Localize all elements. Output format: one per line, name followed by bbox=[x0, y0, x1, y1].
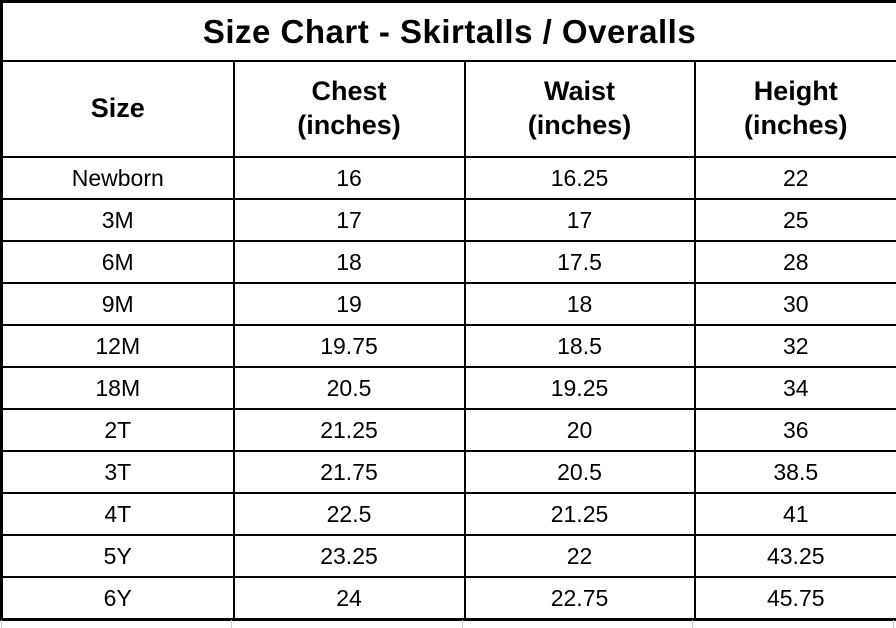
column-header-height: Height (inches) bbox=[693, 60, 896, 158]
column-header-waist: Waist (inches) bbox=[463, 60, 696, 158]
table-row-3m: 3M 17 17 25 bbox=[0, 198, 896, 242]
column-header-size-label: Size bbox=[90, 93, 145, 124]
cell-size: 3T bbox=[0, 450, 235, 494]
cell-chest: 24 bbox=[232, 576, 466, 621]
table-row-12m: 12M 19.75 18.5 32 bbox=[0, 324, 896, 368]
cell-height: 38.5 bbox=[693, 450, 896, 494]
cell-size: 3M bbox=[0, 198, 235, 242]
table-row-9m: 9M 19 18 30 bbox=[0, 282, 896, 326]
gridline-stub bbox=[893, 620, 894, 628]
cell-waist: 22.75 bbox=[463, 576, 696, 621]
table-row-5y: 5Y 23.25 22 43.25 bbox=[0, 534, 896, 578]
cell-waist: 18.5 bbox=[463, 324, 696, 368]
cell-chest: 17 bbox=[232, 198, 466, 242]
cell-size: 6Y bbox=[0, 576, 235, 621]
cell-height: 25 bbox=[693, 198, 896, 242]
column-header-chest: Chest (inches) bbox=[232, 60, 466, 158]
cell-height: 30 bbox=[693, 282, 896, 326]
column-header-chest-units: (inches) bbox=[297, 110, 401, 140]
cell-size: 4T bbox=[0, 492, 235, 536]
cell-chest: 18 bbox=[232, 240, 466, 284]
cell-waist: 16.25 bbox=[463, 156, 696, 200]
table-row-4t: 4T 22.5 21.25 41 bbox=[0, 492, 896, 536]
cell-waist: 20.5 bbox=[463, 450, 696, 494]
gridline-stub bbox=[231, 620, 232, 628]
cell-size: 5Y bbox=[0, 534, 235, 578]
cell-waist: 19.25 bbox=[463, 366, 696, 410]
cell-chest: 21.25 bbox=[232, 408, 466, 452]
table-row-2t: 2T 21.25 20 36 bbox=[0, 408, 896, 452]
cell-chest: 21.75 bbox=[232, 450, 466, 494]
cell-chest: 22.5 bbox=[232, 492, 466, 536]
cell-height: 32 bbox=[693, 324, 896, 368]
cell-waist: 21.25 bbox=[463, 492, 696, 536]
cell-chest: 19.75 bbox=[232, 324, 466, 368]
cell-height: 41 bbox=[693, 492, 896, 536]
cell-waist: 17 bbox=[463, 198, 696, 242]
cell-size: Newborn bbox=[0, 156, 235, 200]
cell-chest: 20.5 bbox=[232, 366, 466, 410]
cell-waist: 20 bbox=[463, 408, 696, 452]
cell-waist: 17.5 bbox=[463, 240, 696, 284]
cell-height: 28 bbox=[693, 240, 896, 284]
gridline-stubs bbox=[0, 620, 896, 628]
column-header-height-units: (inches) bbox=[743, 110, 848, 140]
cell-height: 43.25 bbox=[693, 534, 896, 578]
cell-size: 6M bbox=[0, 240, 235, 284]
column-header-chest-label: Chest bbox=[311, 76, 387, 107]
table-header-row: Size Chest (inches) Waist (inches) Heigh… bbox=[0, 60, 896, 158]
cell-size: 9M bbox=[0, 282, 235, 326]
cell-chest: 19 bbox=[232, 282, 466, 326]
cell-height: 45.75 bbox=[693, 576, 896, 621]
gridline-stub bbox=[692, 620, 693, 628]
column-header-waist-label: Waist bbox=[543, 76, 615, 107]
gridline-stub bbox=[1, 620, 2, 628]
table-title-row: Size Chart - Skirtalls / Overalls bbox=[0, 0, 896, 62]
table-title: Size Chart - Skirtalls / Overalls bbox=[0, 0, 896, 62]
table-row-6m: 6M 18 17.5 28 bbox=[0, 240, 896, 284]
column-header-size: Size bbox=[0, 60, 235, 158]
column-header-height-label: Height bbox=[753, 76, 838, 107]
table-row-3t: 3T 21.75 20.5 38.5 bbox=[0, 450, 896, 494]
gridline-stub bbox=[462, 620, 463, 628]
cell-chest: 16 bbox=[232, 156, 466, 200]
cell-size: 18M bbox=[0, 366, 235, 410]
cell-size: 12M bbox=[0, 324, 235, 368]
cell-chest: 23.25 bbox=[232, 534, 466, 578]
cell-height: 36 bbox=[693, 408, 896, 452]
table-row-18m: 18M 20.5 19.25 34 bbox=[0, 366, 896, 410]
cell-height: 34 bbox=[693, 366, 896, 410]
column-header-waist-units: (inches) bbox=[527, 110, 632, 140]
cell-waist: 22 bbox=[463, 534, 696, 578]
table-row-6y: 6Y 24 22.75 45.75 bbox=[0, 576, 896, 621]
cell-waist: 18 bbox=[463, 282, 696, 326]
cell-size: 2T bbox=[0, 408, 235, 452]
table-row-newborn: Newborn 16 16.25 22 bbox=[0, 156, 896, 200]
cell-height: 22 bbox=[693, 156, 896, 200]
